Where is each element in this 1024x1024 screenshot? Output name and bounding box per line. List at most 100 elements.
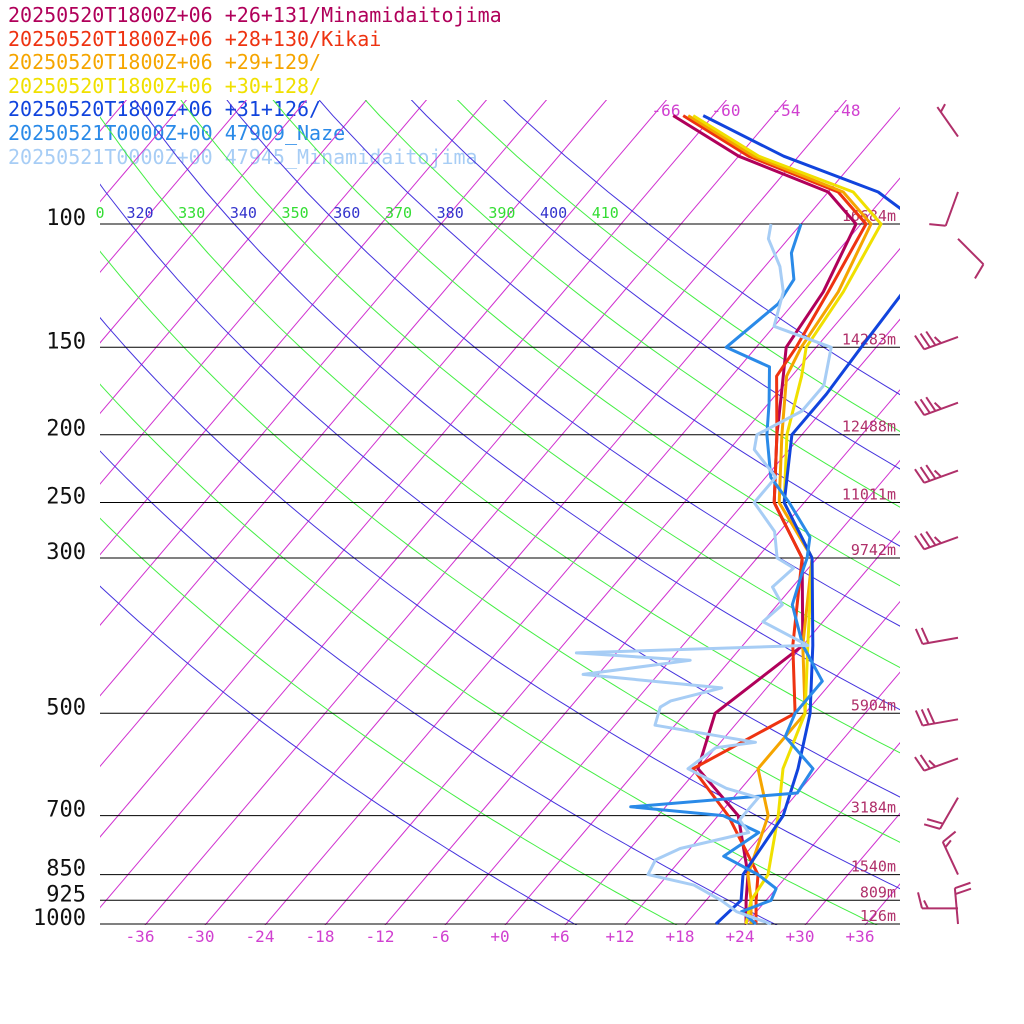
wind-barb-feather (919, 332, 931, 348)
wind-barb-feather (939, 103, 946, 113)
legend: 20250520T1800Z+06 +26+131/Minamidaitojim… (8, 3, 502, 169)
isotherm (804, 812, 900, 925)
legend-entry: 20250520T1800Z+06 +26+131/Minamidaitojim… (8, 3, 502, 27)
isotherm (504, 459, 900, 925)
wind-barb-feather (933, 536, 942, 544)
isotherm (444, 389, 900, 925)
wind-barb-feather (926, 818, 944, 825)
theta-label: 400 (540, 204, 567, 222)
pressure-label: 100 (46, 206, 86, 231)
isotherm (264, 177, 900, 925)
pressure-label: 500 (46, 695, 86, 720)
temperature-tick-label: +24 (726, 927, 755, 946)
isotherm (384, 318, 900, 925)
wind-barb-feather (954, 881, 971, 890)
wind-barb-feather (926, 707, 936, 724)
wind-barb-feather (920, 627, 930, 644)
wind-barb-feather (929, 223, 946, 227)
wind-barb-feather (925, 396, 937, 412)
temperature-profile (702, 114, 900, 925)
dry-adiabat (100, 450, 778, 925)
wind-barb (914, 754, 959, 772)
wind-barb-feather (914, 710, 924, 726)
wind-barb-feather (925, 330, 937, 346)
height-label: 809m (860, 883, 896, 901)
pressure-label: 925 (46, 882, 86, 907)
temperature-tick-label: -24 (246, 927, 275, 946)
isotherm (624, 600, 900, 925)
wind-barb-feather (933, 336, 942, 344)
wind-barb-feather (933, 401, 942, 410)
wind-barb-feather (914, 468, 925, 484)
wind-barb (923, 797, 959, 830)
wind-barb-staff (941, 841, 959, 876)
wind-barb-staff (922, 718, 959, 727)
wind-barb-feather (914, 756, 925, 772)
wind-barb (936, 103, 959, 138)
temperature-tick-label: -6 (430, 927, 449, 946)
wind-barb (914, 530, 959, 551)
wind-barb (914, 464, 959, 484)
wind-barb-feather (933, 469, 942, 478)
wind-barb-feather (920, 709, 930, 725)
dry-adiabat (226, 100, 900, 627)
wind-barb (957, 238, 985, 279)
wind-barb (941, 830, 959, 876)
wind-barb-staff (944, 191, 959, 227)
wind-barb-feather (914, 535, 925, 550)
isotherm (204, 106, 900, 925)
theta-label: 360 (333, 204, 360, 222)
wind-barb-feather (942, 830, 957, 843)
theta-label: 380 (437, 204, 464, 222)
temperature-tick-label: +30 (786, 927, 815, 946)
theta-label: 0 (95, 204, 104, 222)
wind-barb (914, 396, 959, 416)
pressure-label: 1000 (33, 906, 86, 931)
dry-adiabat (100, 585, 578, 925)
pressure-label: 150 (46, 329, 86, 354)
pressure-label: 700 (46, 798, 86, 823)
wind-barb-feather (914, 335, 925, 350)
wind-barb (914, 330, 959, 351)
theta-label: 330 (178, 204, 205, 222)
wind-barb (917, 892, 958, 910)
temperature-profile (682, 114, 868, 925)
temperature-tick-label: -12 (366, 927, 395, 946)
isotherm (100, 100, 608, 697)
dry-adiabat (100, 316, 900, 890)
temperature-profile (629, 223, 824, 925)
height-label: 126m (860, 907, 896, 925)
pressure-label: 300 (46, 540, 86, 565)
theta-label: 340 (230, 204, 257, 222)
temperature-tick-label: +12 (606, 927, 635, 946)
wind-barb-feather (919, 754, 931, 770)
height-label: 9742m (851, 541, 896, 559)
wind-barb-feather (974, 263, 985, 279)
isotherm (100, 100, 728, 838)
isotherm (744, 742, 900, 925)
dry-adiabat (364, 100, 900, 508)
theta-label: 370 (385, 204, 412, 222)
isotherm (100, 100, 428, 485)
dry-adiabat (272, 100, 900, 587)
wind-barb-feather (914, 400, 925, 416)
wind-barb (929, 191, 959, 227)
wind-barb-feather (944, 839, 952, 849)
wind-barb-feather (925, 530, 937, 546)
temperature-tick-label: +36 (846, 927, 875, 946)
temperature-tick-label: -30 (186, 927, 215, 946)
theta-label: 410 (592, 204, 619, 222)
isotherm (100, 100, 248, 274)
wind-barb-feather (955, 887, 972, 896)
theta-label: 350 (282, 204, 309, 222)
wind-barb-staff (957, 238, 985, 265)
temperature-tick-label: -36 (126, 927, 155, 946)
dry-adiabat (180, 100, 900, 669)
temperature-profile (574, 223, 833, 925)
isotherm (100, 100, 188, 203)
dry-adiabat (100, 383, 878, 925)
legend-entry: 20250521T0000Z+00 47909_Naze (8, 120, 346, 145)
wind-barb-feather (919, 466, 931, 482)
dry-adiabat (134, 100, 900, 711)
